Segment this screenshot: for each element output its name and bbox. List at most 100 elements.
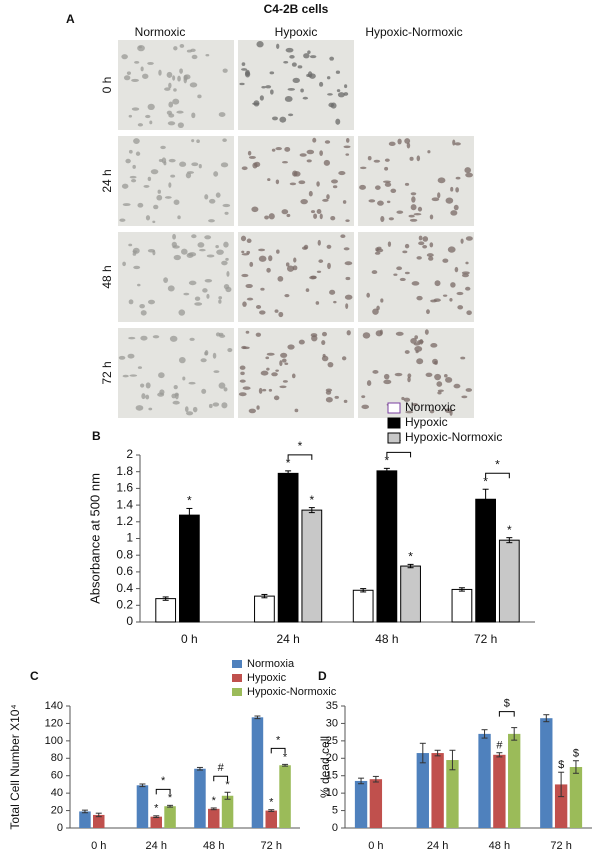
micrograph (238, 328, 354, 418)
x-tick-label: 72 h (261, 840, 282, 852)
cell (277, 276, 284, 282)
cell (168, 158, 176, 163)
cell (419, 338, 424, 345)
bar (400, 565, 421, 623)
cell (409, 156, 414, 161)
cell (280, 352, 288, 358)
bar (498, 539, 520, 623)
cell (366, 380, 372, 387)
bar (493, 754, 506, 828)
cell (373, 159, 381, 163)
significance-label: # (496, 740, 503, 752)
cell (329, 56, 335, 61)
cell (405, 410, 414, 414)
cell (342, 200, 347, 204)
panel-label: C (30, 669, 39, 683)
y-tick-label: 0.2 (116, 597, 133, 611)
cell (119, 218, 126, 222)
cell (334, 395, 339, 399)
cell (145, 114, 151, 119)
cell (321, 340, 326, 346)
cell (395, 331, 404, 336)
cell (168, 182, 172, 188)
cell (384, 166, 389, 171)
error-bar (511, 727, 518, 741)
y-tick-label: 1 (126, 531, 133, 545)
cell (402, 250, 408, 254)
y-tick-label: 0.8 (116, 547, 133, 561)
cell (265, 85, 272, 89)
cell (129, 175, 137, 179)
error-bar (383, 467, 390, 474)
bar (277, 472, 299, 623)
cell (425, 372, 433, 377)
y-tick-label: 120 (45, 717, 63, 729)
cell (276, 43, 280, 49)
legend-label: Hypoxic-Normoxic (247, 686, 337, 698)
cell (134, 60, 140, 64)
cell (164, 87, 171, 91)
cell (169, 335, 178, 342)
bracket-label: * (495, 457, 500, 471)
row-label: 72 h (100, 361, 114, 384)
error-bar (572, 760, 579, 774)
cell (255, 304, 262, 309)
cell (122, 261, 126, 267)
cell (186, 411, 194, 416)
y-tick-label: 30 (326, 717, 338, 729)
cell (452, 139, 456, 146)
bracket-label: * (161, 775, 166, 787)
cell (260, 287, 265, 291)
cell (131, 78, 139, 83)
cell (131, 107, 140, 111)
cell (240, 371, 245, 376)
bracket-label: * (298, 439, 303, 453)
column-header: Hypoxic-Normoxic (365, 25, 462, 39)
bar (478, 733, 491, 828)
cell (132, 252, 137, 256)
cell (324, 140, 331, 144)
cell (460, 356, 466, 360)
legend-swatch (387, 417, 401, 429)
cell (148, 407, 153, 411)
error-bar (434, 749, 441, 757)
cell (242, 386, 251, 390)
cell (319, 213, 323, 220)
cell (336, 89, 341, 93)
cell (337, 92, 345, 98)
cell (323, 159, 331, 166)
cell (416, 358, 424, 365)
cell (140, 383, 145, 388)
cell (238, 392, 247, 397)
cell (454, 266, 459, 273)
cell (173, 254, 182, 261)
bracket-label: * (276, 734, 281, 746)
bar (221, 795, 234, 828)
cell (297, 65, 303, 69)
cell (213, 171, 219, 177)
cell (248, 155, 256, 159)
cell (221, 402, 228, 409)
significance-label: * (269, 797, 274, 809)
y-tick-label: 10 (326, 787, 338, 799)
cell (346, 330, 351, 336)
cell (268, 255, 273, 262)
cell (149, 120, 153, 125)
cell (453, 383, 461, 389)
cell (163, 277, 169, 283)
cell (343, 247, 350, 251)
cell (131, 179, 137, 183)
legend-label: Hypoxic (405, 415, 448, 429)
column-header: Hypoxic (275, 25, 318, 39)
cell (326, 76, 331, 80)
cell (335, 118, 341, 125)
cell (139, 303, 145, 309)
micrograph (118, 136, 234, 226)
cell (118, 355, 126, 360)
cell (444, 408, 453, 413)
y-tick-label: 15 (326, 770, 338, 782)
cell (383, 379, 392, 385)
cell (319, 150, 323, 156)
error-bar (153, 815, 160, 819)
